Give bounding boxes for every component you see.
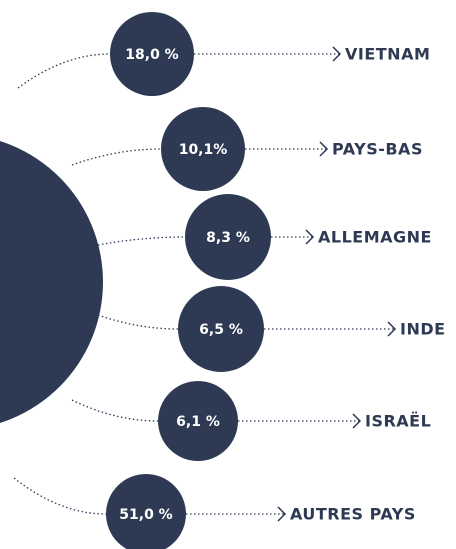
share-circle xyxy=(110,12,194,96)
connector xyxy=(13,477,107,515)
country-label: ISRAËL xyxy=(365,412,431,431)
arrow-head xyxy=(332,46,342,62)
share-circle xyxy=(185,194,271,280)
share-circle xyxy=(158,381,238,461)
share-circle xyxy=(106,474,186,549)
arrow-head xyxy=(305,229,315,245)
share-label: 8,3 % xyxy=(206,230,250,246)
share-label: 51,0 % xyxy=(119,507,172,523)
share-label: 6,5 % xyxy=(199,322,243,338)
country-label: PAYS-BAS xyxy=(332,140,423,159)
arrow-head xyxy=(352,413,362,429)
share-label: 10,1% xyxy=(179,142,228,158)
country-label: ALLEMAGNE xyxy=(318,228,432,247)
share-label: 6,1 % xyxy=(176,414,220,430)
country-label: VIETNAM xyxy=(345,45,430,64)
connector xyxy=(71,148,162,166)
share-label: 18,0 % xyxy=(125,47,178,63)
connector xyxy=(71,399,159,422)
country-label: INDE xyxy=(400,320,446,339)
arrow-head xyxy=(319,141,329,157)
arrow-head xyxy=(277,506,287,522)
share-circle xyxy=(178,286,264,372)
main-circle xyxy=(0,141,103,423)
country-label: AUTRES PAYS xyxy=(290,505,416,524)
connector xyxy=(97,314,179,330)
share-circle xyxy=(161,107,245,191)
arrow-head xyxy=(387,321,397,337)
connector xyxy=(17,53,111,89)
connector xyxy=(97,236,186,246)
